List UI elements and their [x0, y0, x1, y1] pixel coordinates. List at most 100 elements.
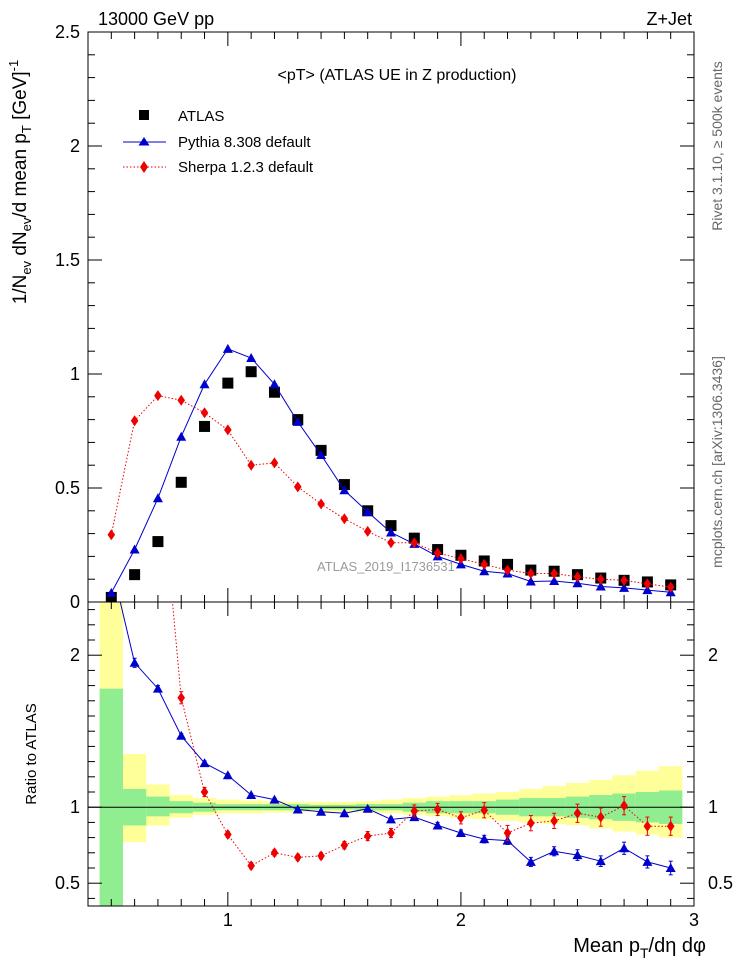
main-point-2: [247, 459, 255, 471]
ratio-point-1: [666, 820, 675, 832]
main-point-2: [130, 415, 139, 427]
ratio-point-0: [549, 846, 560, 856]
main-point-2: [270, 457, 279, 469]
main-line-1: [110, 348, 671, 594]
ratio-point-0: [292, 804, 303, 814]
main-point-1: [479, 566, 490, 576]
ratio-point-1: [293, 851, 302, 863]
main-point-1: [572, 578, 583, 588]
ratio-point-1: [596, 811, 605, 823]
ratio-point-1: [457, 812, 465, 824]
main-point-1: [222, 343, 233, 353]
ratio-point-0: [619, 843, 630, 853]
main-axis-ticks: 0 0.5 1 1.5 2 2.5: [55, 22, 695, 612]
ratio-point-0: [246, 790, 257, 800]
main-point-2: [503, 564, 512, 576]
main-point-0: [129, 569, 141, 581]
legend-label-sherpa: Sherpa 1.2.3 default: [178, 159, 314, 176]
band-stat-2: [146, 796, 170, 817]
x-axis-label: Mean pT/dη dφ: [573, 935, 706, 961]
legend-marker-pythia: [138, 137, 150, 146]
main-y-tick-label: 1.5: [55, 250, 80, 270]
ratio-point-0: [339, 808, 350, 818]
ratio-axis-ticks: 1 2 3 0.5 0.5 1 1 2 2: [55, 602, 733, 930]
legend-marker-atlas: [139, 110, 149, 120]
x-tick-label: 2: [456, 910, 466, 930]
x-tick-label: 3: [689, 910, 699, 930]
main-point-1: [362, 506, 373, 516]
ratio-point-0: [152, 683, 163, 693]
main-point-0: [152, 536, 164, 548]
main-point-1: [199, 379, 210, 389]
main-point-1: [129, 544, 140, 554]
ratio-point-1: [643, 820, 652, 832]
main-point-2: [293, 481, 302, 493]
main-point-0: [385, 520, 397, 532]
main-point-2: [200, 407, 209, 419]
ratio-y-tick-label: 2: [70, 645, 80, 665]
main-point-0: [502, 558, 514, 570]
main-point-1: [339, 485, 350, 495]
main-point-1: [549, 576, 560, 586]
ratio-point-1: [410, 805, 419, 817]
main-point-1: [246, 353, 257, 363]
main-point-0: [222, 377, 234, 389]
ratio-point-1: [480, 804, 489, 816]
analysis-watermark: ATLAS_2019_I1736531: [317, 559, 455, 574]
ratio-point-1: [550, 815, 558, 827]
ratio-point-1: [177, 692, 186, 704]
main-point-0: [199, 420, 211, 432]
main-point-2: [457, 553, 465, 565]
main-point-2: [387, 537, 395, 549]
main-point-1: [152, 493, 163, 503]
ratio-point-0: [525, 856, 536, 866]
ratio-y-tick-label-right: 0.5: [708, 873, 733, 893]
ratio-point-0: [106, 559, 116, 568]
ratio-point-1: [200, 786, 209, 798]
main-point-2: [433, 547, 442, 559]
main-point-1: [269, 379, 280, 389]
main-y-tick-label: 0.5: [55, 478, 80, 498]
main-point-2: [154, 390, 162, 402]
main-y-axis-label: 1/Nev dNev/d mean pT [GeV]-1: [6, 60, 34, 305]
band-stat-0: [99, 688, 123, 906]
main-point-1: [316, 449, 327, 459]
main-point-0: [105, 591, 117, 602]
ratio-point-0: [199, 758, 210, 768]
main-point-0: [268, 386, 280, 398]
main-y-tick-label: 0: [70, 592, 80, 612]
ratio-point-0: [269, 794, 280, 804]
ratio-point-1: [224, 829, 232, 841]
main-point-1: [106, 587, 117, 597]
main-point-1: [642, 585, 653, 595]
main-point-2: [363, 525, 372, 537]
ratio-point-1: [317, 850, 325, 862]
main-point-1: [386, 527, 396, 537]
ratio-point-1: [363, 830, 372, 842]
ratio-point-1: [270, 847, 279, 859]
main-point-2: [107, 529, 116, 541]
ratio-point-0: [595, 856, 606, 866]
ratio-point-0: [665, 863, 676, 872]
legend-label-pythia: Pythia 8.308 default: [178, 134, 311, 151]
legend-marker-sherpa: [140, 161, 148, 173]
main-point-2: [527, 568, 535, 579]
main-point-1: [595, 581, 606, 591]
main-point-2: [410, 537, 419, 549]
legend: ATLAS Pythia 8.308 default Sherpa 1.2.3 …: [123, 108, 314, 176]
ratio-point-0: [176, 730, 187, 740]
ratio-point-1: [154, 437, 162, 448]
main-y-tick-label: 2: [70, 136, 80, 156]
ratio-point-0: [479, 834, 490, 844]
main-point-2: [340, 513, 349, 525]
main-point-1: [292, 416, 303, 426]
ratio-point-1: [433, 803, 442, 815]
ratio-point-1: [387, 827, 395, 839]
ratio-y-tick-label: 0.5: [55, 873, 80, 893]
ratio-point-0: [222, 770, 233, 780]
main-y-tick-label: 1: [70, 364, 80, 384]
main-point-2: [480, 558, 489, 570]
main-point-2: [643, 578, 652, 590]
chart-title: <pT> (ATLAS UE in Z production): [278, 67, 517, 84]
